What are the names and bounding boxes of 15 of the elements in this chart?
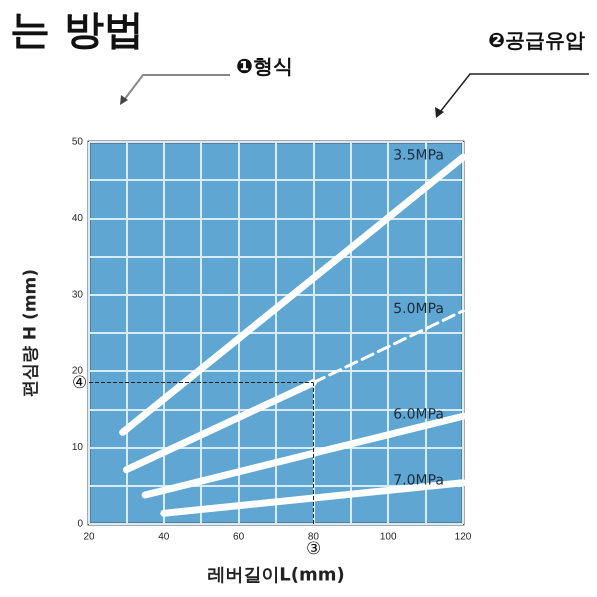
x-tick-label: 20 (83, 532, 95, 542)
y-tick-label: 10 (72, 442, 84, 454)
x-tick-label: 40 (158, 532, 170, 542)
x-axis-title: 레버길이L(mm) (207, 564, 345, 586)
y-tick-label: 0 (77, 518, 84, 530)
y-tick-label: 50 (72, 136, 84, 148)
x-tick-label: 100 (380, 532, 397, 542)
x-tick-label: 120 (454, 532, 472, 542)
y-tick-label: 40 (72, 212, 84, 224)
y-axis-title: 편심량 H (mm) (20, 268, 40, 398)
text: 는 방법 (10, 7, 144, 53)
text: ❷공급유압 (488, 28, 586, 52)
y-tick-label: 30 (72, 289, 84, 300)
text: ❶형식 (236, 54, 293, 78)
x-tick-label: 60 (233, 532, 245, 542)
